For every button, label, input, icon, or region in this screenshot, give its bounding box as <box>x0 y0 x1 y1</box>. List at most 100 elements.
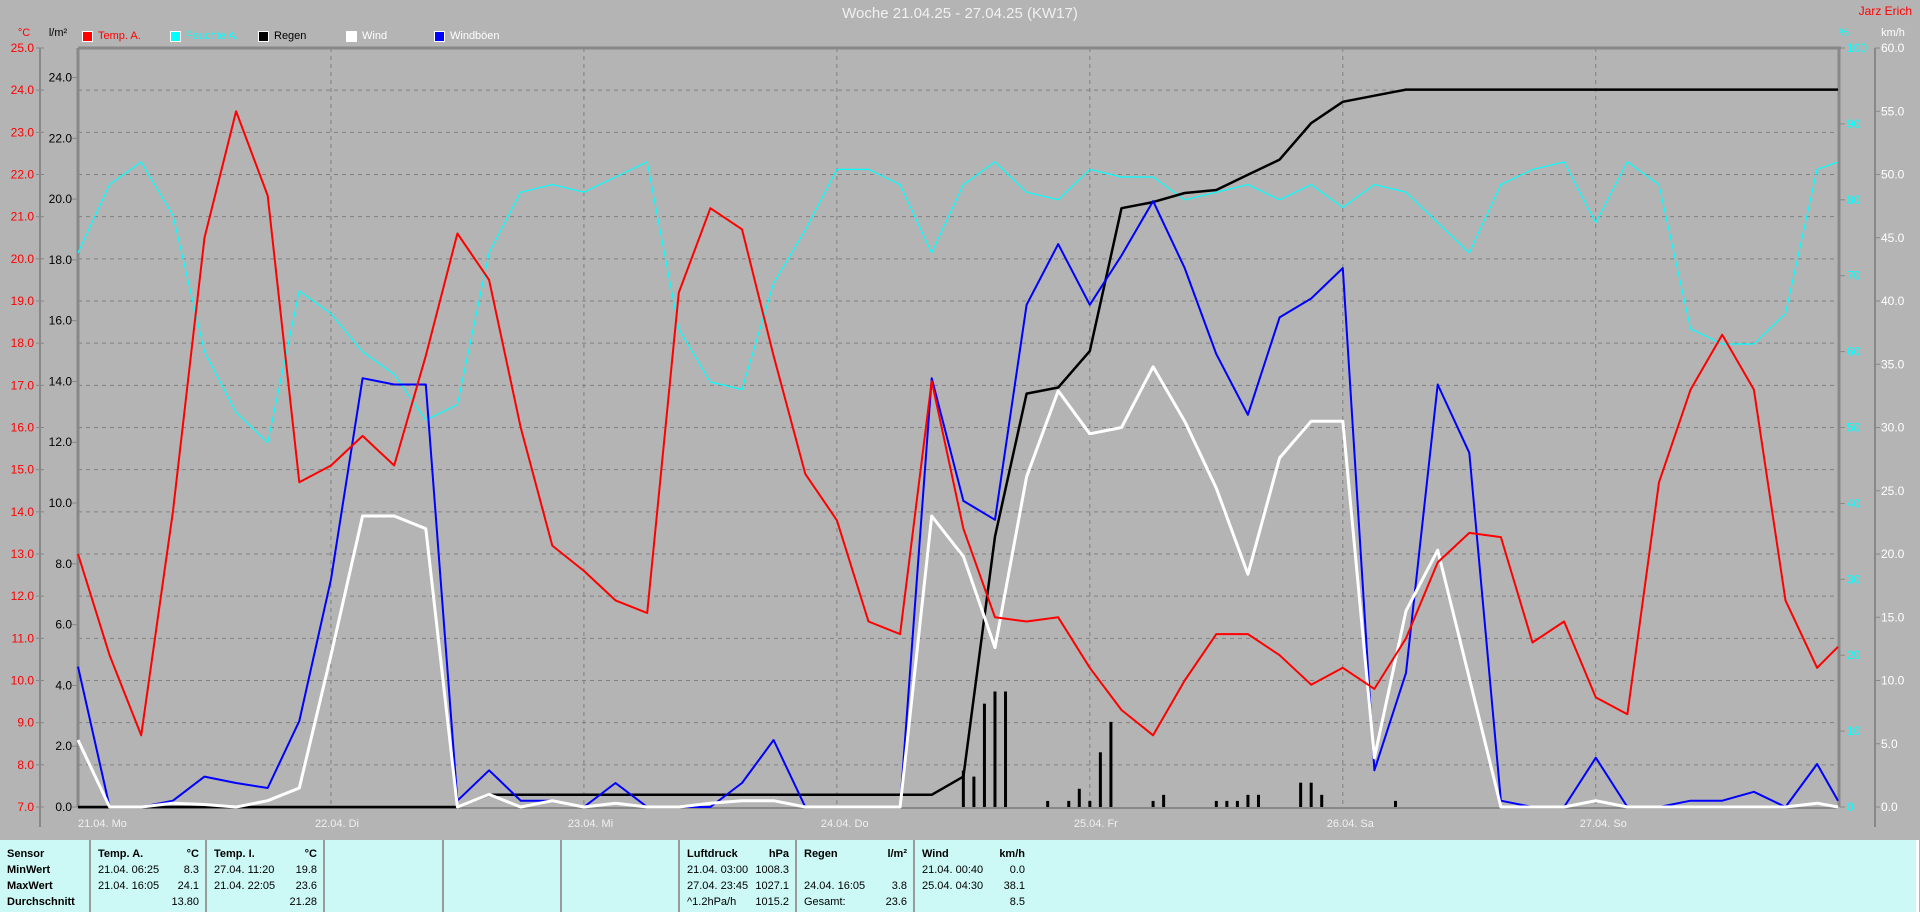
rain-bar <box>1214 800 1218 807</box>
stat-max-time: 24.04. 16:05 <box>804 880 866 892</box>
legend-swatch-humidity <box>170 30 181 42</box>
rain-bar <box>1151 800 1155 807</box>
humidity-axis-label: 70 <box>1847 269 1861 283</box>
axis-unit-label: % <box>1839 27 1849 39</box>
stat-unit: l/m² <box>887 848 907 860</box>
humidity-axis-label: 100 <box>1847 41 1867 55</box>
legend-swatch-rain <box>258 30 269 42</box>
rain-bar <box>1162 794 1166 807</box>
series-line-wind <box>76 365 1839 809</box>
stats-col-empty <box>442 840 560 912</box>
stats-col-temp-a: Temp. A. °C 21.04. 06:25 8.3 21.04. 16:05 2… <box>89 840 205 912</box>
rain-bar <box>1256 794 1260 807</box>
x-tick-label: 21.04. Mo <box>78 818 127 830</box>
stat-unit: °C <box>304 848 317 860</box>
stat-total-label: Gesamt: <box>804 896 846 908</box>
rain-bar <box>1067 800 1071 807</box>
x-tick-label: 25.04. Fr <box>1074 818 1118 830</box>
stats-col-temp-i: Temp. I. °C 27.04. 11:20 19.8 21.04. 22:05… <box>205 840 323 912</box>
wind-axis-label: 10.0 <box>1881 674 1905 688</box>
humidity-axis-label: 50 <box>1847 421 1861 435</box>
temp-axis-label: 23.0 <box>11 125 35 139</box>
stat-min-time: 21.04. 03:00 <box>687 864 749 876</box>
rain-axis-label: 22.0 <box>49 131 73 145</box>
legend-swatch-gusts <box>434 30 445 42</box>
temp-axis-label: 13.0 <box>11 547 35 561</box>
rain-bar <box>1246 794 1250 807</box>
stat-avg: 1015.2 <box>755 896 789 908</box>
stat-avg: 13.80 <box>171 896 199 908</box>
temp-axis-label: 9.0 <box>17 716 34 730</box>
humidity-axis-label: 10 <box>1847 724 1861 738</box>
temp-axis-label: 25.0 <box>11 41 35 55</box>
stat-unit: km/h <box>999 848 1025 860</box>
stats-col-pressure: Luftdruck hPa 21.04. 03:00 1008.3 27.04. 2… <box>678 840 795 912</box>
temp-axis-label: 14.0 <box>11 505 35 519</box>
stat-header: Luftdruck <box>687 848 738 860</box>
temp-axis-label: 7.0 <box>17 800 34 814</box>
rain-bar <box>1235 800 1239 807</box>
rain-bar <box>961 770 965 807</box>
author-name: Jarz Erich <box>1858 4 1912 18</box>
stat-max: 23.6 <box>295 880 317 892</box>
temp-axis-label: 11.0 <box>12 631 35 645</box>
rain-axis-label: 10.0 <box>49 496 73 510</box>
stat-max: 3.8 <box>891 880 907 892</box>
rain-axis-label: 6.0 <box>55 618 72 632</box>
rain-axis-label: 4.0 <box>55 678 72 692</box>
wind-axis-label: 30.0 <box>1881 421 1905 435</box>
legend-label-temp: Temp. A. <box>98 30 141 42</box>
wind-axis-label: 40.0 <box>1881 294 1905 308</box>
temp-axis-label: 21.0 <box>11 210 35 224</box>
rain-axis-label: 8.0 <box>55 557 72 571</box>
stat-min-time: 27.04. 11:20 <box>214 864 275 876</box>
temp-axis-label: 19.0 <box>11 294 35 308</box>
legend-label-wind: Wind <box>362 30 388 42</box>
rain-axis-label: 20.0 <box>49 192 73 206</box>
rain-axis-label: 16.0 <box>49 314 73 328</box>
row-label-max: MaxWert <box>7 880 53 892</box>
wind-axis-label: 55.0 <box>1881 104 1905 118</box>
stat-min-time: 21.04. 06:25 <box>98 864 160 876</box>
stat-header: Temp. A. <box>98 848 144 860</box>
rain-axis-label: 18.0 <box>49 253 73 267</box>
stat-max: 1027.1 <box>755 880 789 892</box>
wind-axis-label: 25.0 <box>1881 484 1905 498</box>
rain-bar <box>972 776 976 807</box>
humidity-axis-label: 0 <box>1847 800 1854 814</box>
temp-axis-label: 15.0 <box>11 463 35 477</box>
temp-axis-label: 16.0 <box>11 421 35 435</box>
temp-axis-label: 10.0 <box>11 674 35 688</box>
temp-axis-label: 24.0 <box>11 83 35 97</box>
axis-unit-label: °C <box>18 27 30 39</box>
temp-axis-label: 22.0 <box>11 168 35 182</box>
legend: Temp. A. Feuchte A. Regen Wind Windböen <box>82 30 522 42</box>
rain-bar <box>1098 752 1102 807</box>
legend-swatch-temp <box>82 30 93 42</box>
rain-bar <box>1077 788 1081 807</box>
x-tick-label: 22.04. Di <box>315 818 359 830</box>
stat-unit: hPa <box>768 848 789 860</box>
rain-axis-label: 24.0 <box>49 70 73 84</box>
legend-item-wind: Wind <box>346 30 434 42</box>
stat-avg: 8.5 <box>1009 896 1025 908</box>
stats-col-labels: Sensor MinWert MaxWert Durchschnitt <box>0 840 89 912</box>
stats-col-empty <box>323 840 442 912</box>
humidity-axis-label: 20 <box>1847 648 1861 662</box>
rain-axis-label: 0.0 <box>55 800 72 814</box>
temp-axis-label: 8.0 <box>17 758 34 772</box>
stat-header: Temp. I. <box>214 848 255 860</box>
legend-item-temp: Temp. A. <box>82 30 170 42</box>
rain-bar <box>1088 800 1092 807</box>
stat-avg: 21.28 <box>289 896 317 908</box>
axis-unit-label: l/m² <box>49 27 68 39</box>
rain-bar <box>1299 782 1303 807</box>
x-tick-label: 24.04. Do <box>821 818 869 830</box>
wind-axis-label: 60.0 <box>1881 41 1905 55</box>
stat-trend: ^1.2hPa/h <box>687 896 737 908</box>
stat-max-time: 21.04. 16:05 <box>98 880 160 892</box>
stat-min-time: 21.04. 00:40 <box>922 864 984 876</box>
stats-col-empty <box>560 840 678 912</box>
wind-axis-label: 20.0 <box>1881 547 1905 561</box>
x-tick-label: 27.04. So <box>1580 818 1627 830</box>
